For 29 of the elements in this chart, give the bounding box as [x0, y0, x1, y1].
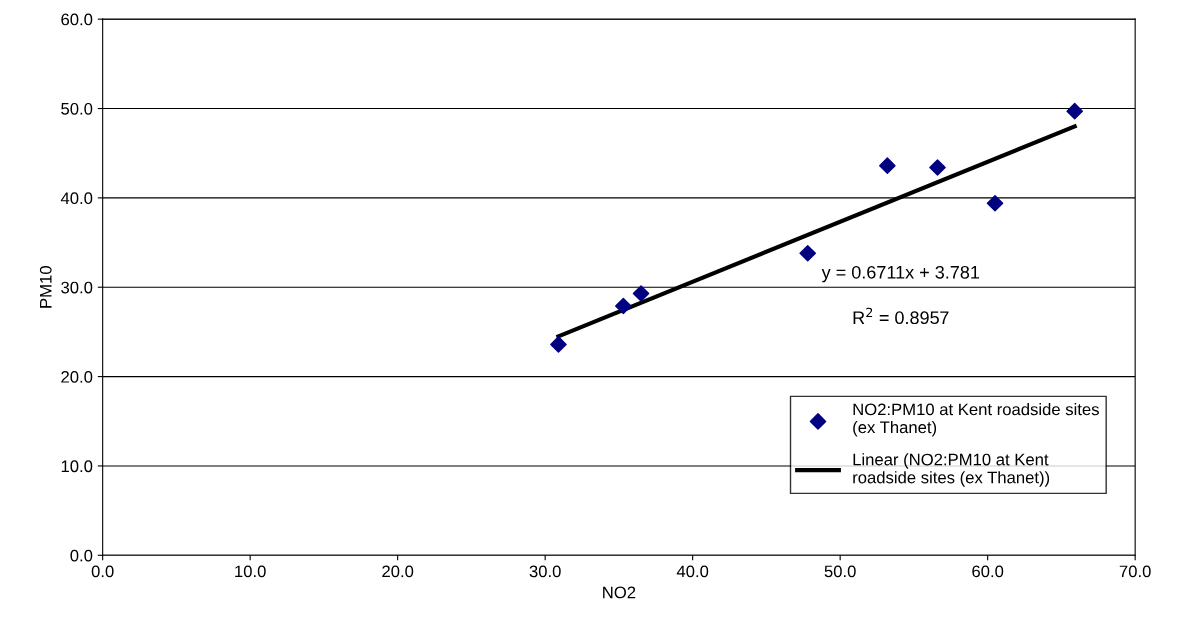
x-tick-label: 10.0 — [235, 565, 266, 578]
y-axis-title: PM10 — [39, 266, 52, 308]
point — [550, 336, 567, 353]
point — [986, 194, 1004, 212]
x-tick-label: 50.0 — [824, 565, 856, 578]
point — [615, 297, 632, 315]
y-tick-label: 40.0 — [60, 192, 93, 205]
point — [879, 157, 896, 175]
x-tick-label: 70.0 — [1119, 565, 1151, 578]
point — [929, 159, 946, 176]
x-tick-label: 60.0 — [972, 565, 1004, 578]
y-tick-label: 10.0 — [61, 460, 93, 473]
x-tick-label: 40.0 — [676, 565, 709, 578]
point — [1066, 102, 1083, 120]
y-tick-label: 30.0 — [61, 281, 93, 294]
legend-label: Linear (NO2:PM10 at Kent roadside sites (ex Thanet)) — [853, 453, 1050, 487]
y-tick-label: 0.0 — [70, 549, 93, 562]
point — [799, 244, 817, 262]
x-tick-label: 0.0 — [91, 565, 114, 578]
annotation: R$^{2}$ = 0.8957 — [853, 307, 949, 325]
point — [632, 285, 650, 302]
legend-label: NO2:PM10 at Kent roadside sites (ex Thanet) — [853, 403, 1099, 437]
y-tick-label: 20.0 — [61, 370, 93, 383]
x-tick-label: 30.0 — [529, 565, 561, 578]
y-tick-label: 50.0 — [61, 102, 93, 115]
x-axis-title: NO2 — [603, 586, 636, 599]
y-tick-label: 60.0 — [61, 13, 93, 26]
x-tick-label: 20.0 — [382, 565, 414, 578]
annotation: y = 0.6711x + 3.781 — [821, 265, 980, 283]
